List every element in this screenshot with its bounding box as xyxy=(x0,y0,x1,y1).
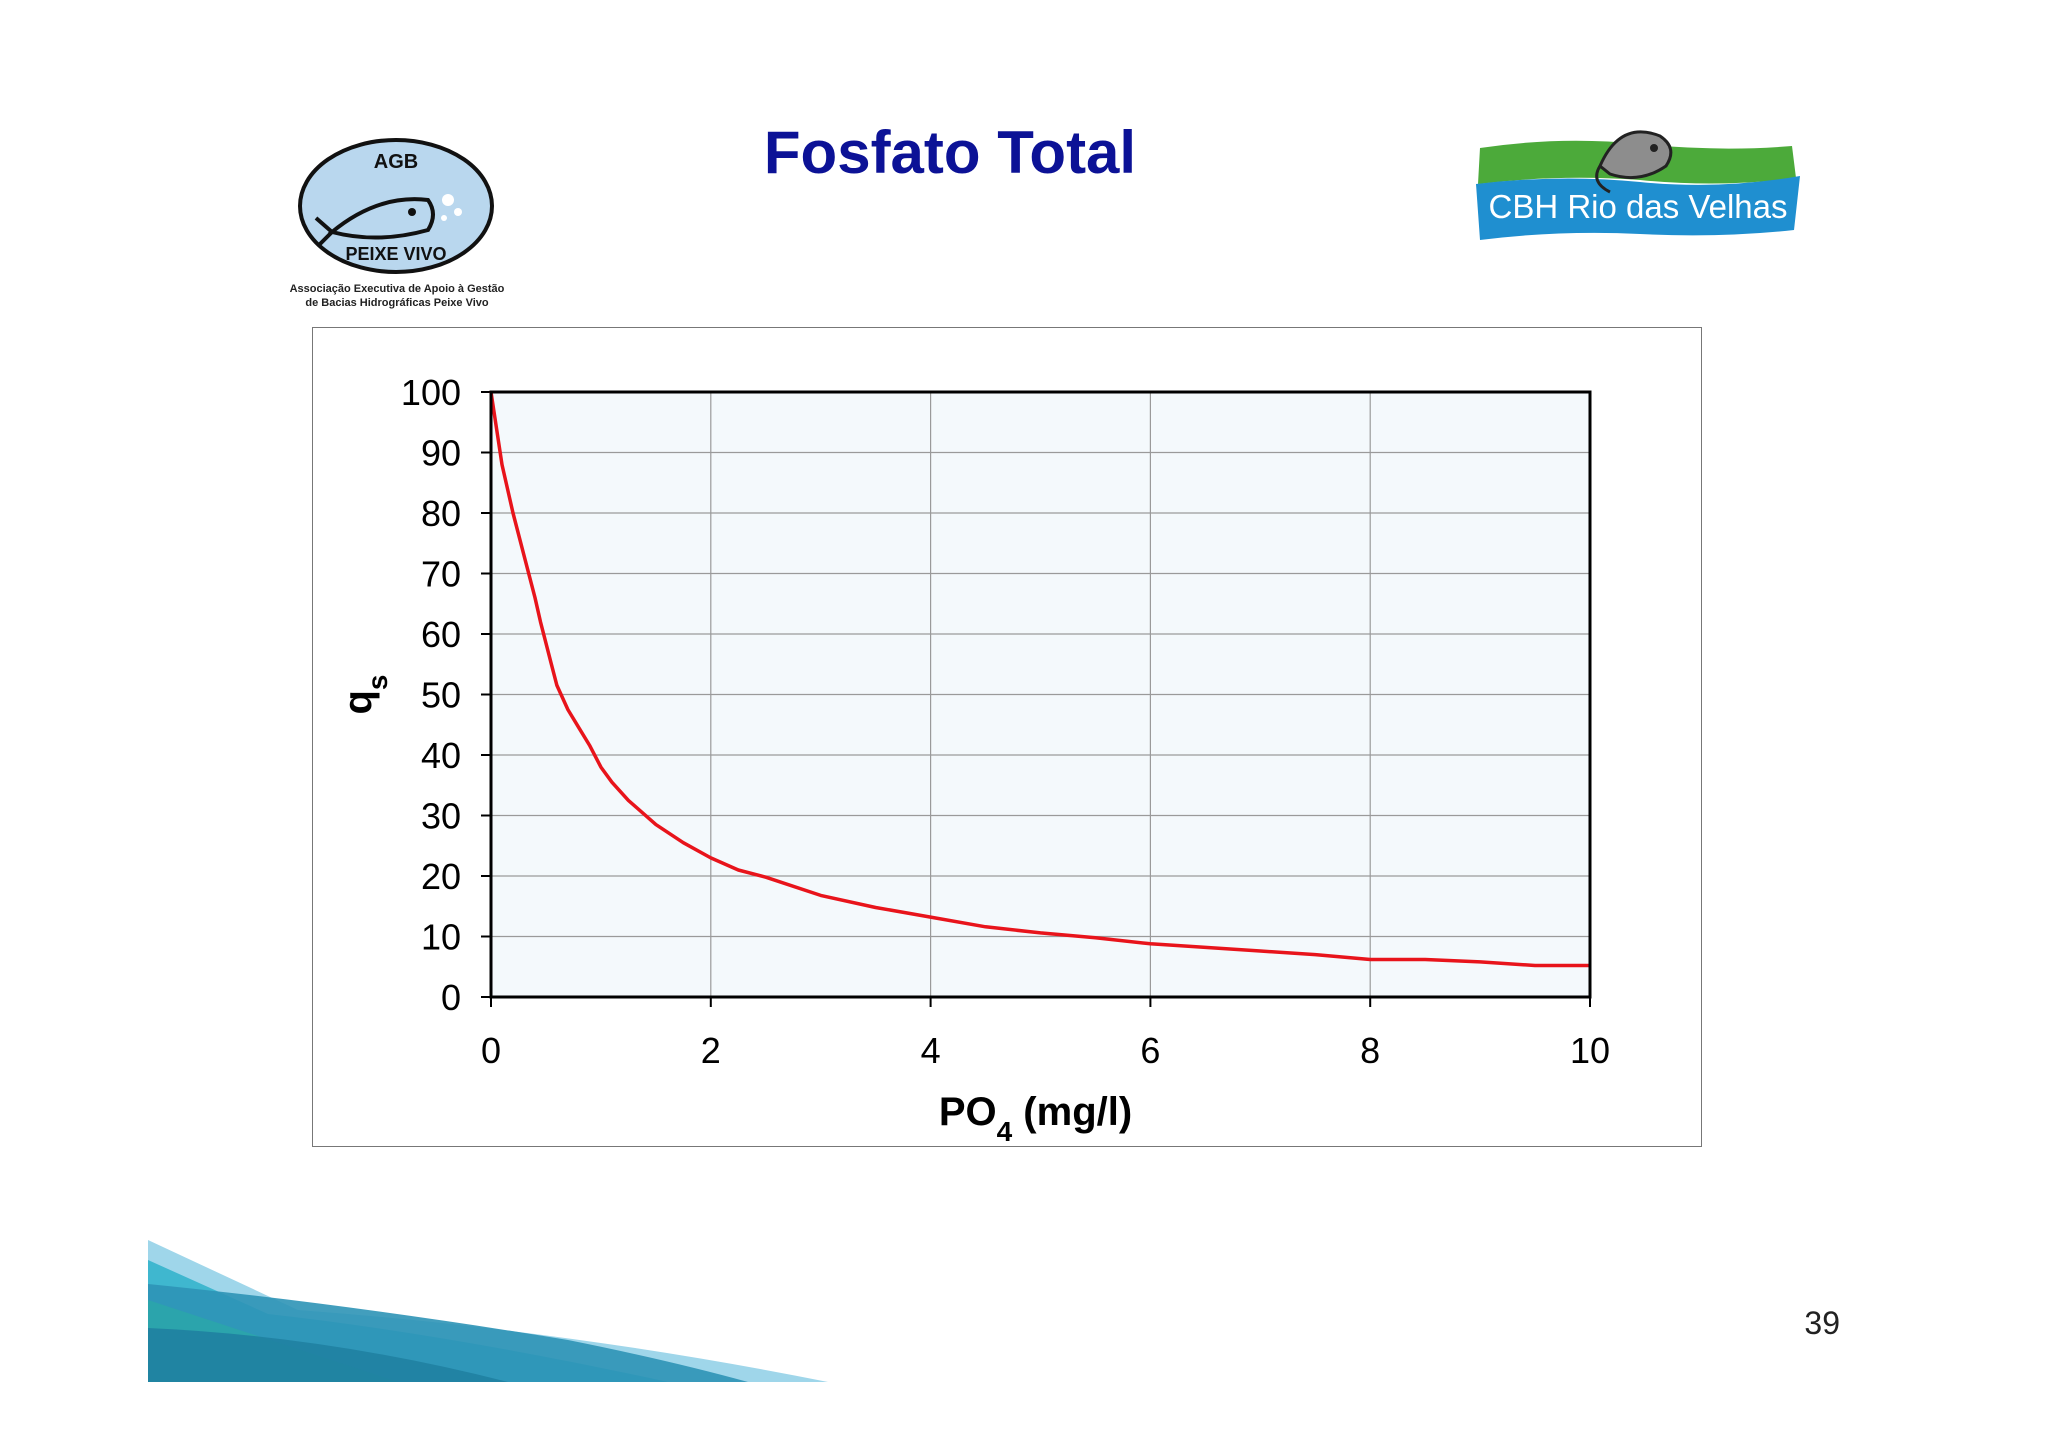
y-tick-label: 60 xyxy=(421,614,461,655)
x-tick-label: 2 xyxy=(701,1030,721,1071)
cbh-rio-das-velhas-logo: CBH Rio das Velhas xyxy=(1476,130,1800,240)
decorative-waves xyxy=(148,1240,828,1382)
page-number: 39 xyxy=(1804,1305,1840,1341)
x-tick-label: 6 xyxy=(1140,1030,1160,1071)
fish-icon xyxy=(1595,130,1673,194)
y-tick-label: 80 xyxy=(421,493,461,534)
y-axis-ticks: 0 10 20 30 40 50 60 70 80 90 100 xyxy=(401,372,491,1018)
x-axis-label: PO4 (mg/l) xyxy=(939,1090,1132,1147)
x-tick-label: 0 xyxy=(481,1030,501,1071)
agb-caption-line1: Associação Executiva de Apoio à Gestão xyxy=(289,283,505,295)
y-tick-label: 20 xyxy=(421,856,461,897)
agb-logo-caption: Associação Executiva de Apoio à Gestão d… xyxy=(284,282,510,310)
x-tick-label: 4 xyxy=(921,1030,941,1071)
y-tick-label: 90 xyxy=(421,433,461,474)
x-tick-label: 8 xyxy=(1360,1030,1380,1071)
y-tick-label: 10 xyxy=(421,917,461,958)
svg-text:CBH Rio das Velhas: CBH Rio das Velhas xyxy=(1489,188,1788,225)
y-tick-label: 40 xyxy=(421,735,461,776)
grid-lines xyxy=(491,392,1590,997)
plot-border xyxy=(489,390,1592,999)
agb-caption-line2: de Bacias Hidrográficas Peixe Vivo xyxy=(305,297,489,309)
y-tick-label: 0 xyxy=(441,977,461,1018)
chart-frame: 0 10 20 30 40 50 60 70 80 90 100 0 2 4 6 8 10 PO4 (mg/l… xyxy=(312,327,1702,1147)
chart: 0 10 20 30 40 50 60 70 80 90 100 0 2 4 6 8 10 PO4 (mg/l… xyxy=(336,372,1610,1147)
svg-text:AGB: AGB xyxy=(374,151,418,173)
x-axis-ticks: 0 2 4 6 8 10 xyxy=(481,997,1610,1071)
agb-peixe-vivo-logo: AGB PEIXE VIVO xyxy=(298,138,494,274)
y-axis-label: qs xyxy=(336,674,393,714)
svg-text:PEIXE VIVO: PEIXE VIVO xyxy=(345,244,446,264)
y-tick-label: 30 xyxy=(421,796,461,837)
y-tick-label: 70 xyxy=(421,554,461,595)
y-tick-label: 100 xyxy=(401,372,461,413)
x-tick-label: 10 xyxy=(1570,1030,1610,1071)
series-line xyxy=(489,391,1590,968)
slide-title: Fosfato Total xyxy=(763,119,1137,186)
y-tick-label: 50 xyxy=(421,675,461,716)
